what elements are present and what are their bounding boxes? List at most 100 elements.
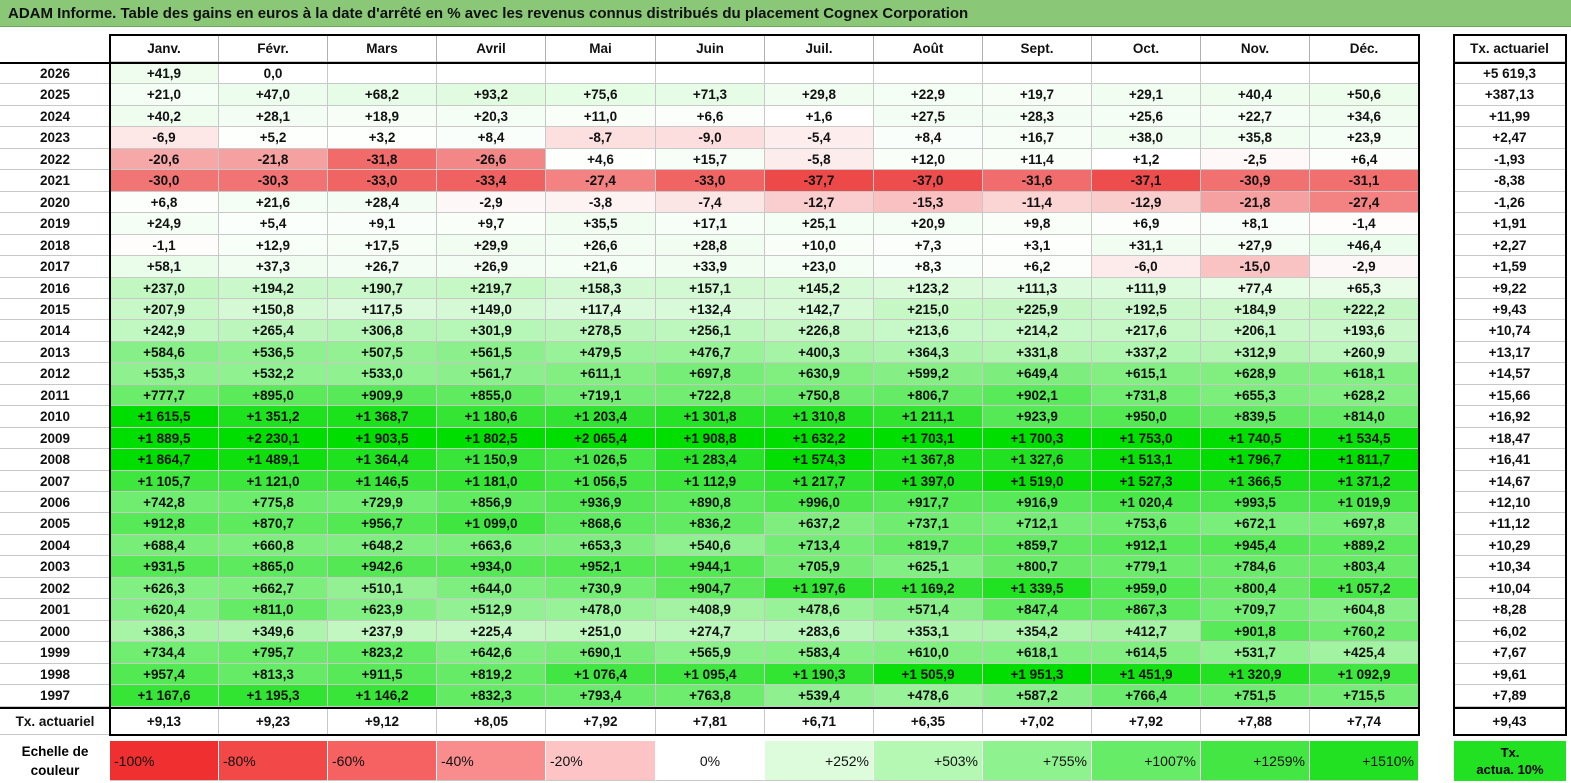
tx-row-cell: +6,35 — [874, 709, 983, 735]
table-cell: +823,2 — [328, 642, 437, 664]
table-cell: +1 574,3 — [765, 449, 874, 471]
table-cell: +28,3 — [983, 106, 1092, 127]
table-cell: +206,1 — [1201, 320, 1310, 342]
table-cell: -15,3 — [874, 192, 983, 213]
table-cell: -30,0 — [110, 170, 219, 192]
table-cell: +6,4 — [1310, 149, 1419, 170]
table-cell: +729,9 — [328, 492, 437, 513]
table-cell: +194,2 — [219, 278, 328, 299]
table-cell: +819,2 — [437, 664, 546, 685]
table-cell: +1 020,4 — [1092, 492, 1201, 513]
table-cell: +68,2 — [328, 84, 437, 106]
table-cell: +38,0 — [1092, 127, 1201, 149]
table-cell: +207,9 — [110, 299, 219, 320]
table-cell: +993,5 — [1201, 492, 1310, 513]
table-cell: +1 146,5 — [328, 471, 437, 492]
tx-legend-swatch: Tx. actua. 10% — [1454, 741, 1566, 781]
table-cell: +75,6 — [546, 84, 656, 106]
year-label: 2010 — [0, 406, 110, 428]
table-cell: +301,9 — [437, 320, 546, 342]
table-cell: +750,8 — [765, 385, 874, 406]
table-cell: +751,5 — [1201, 685, 1310, 707]
table-cell: +1 513,1 — [1092, 449, 1201, 471]
table-cell: +1 310,8 — [765, 406, 874, 428]
table-cell: +1 703,1 — [874, 428, 983, 449]
table-cell: +950,0 — [1092, 406, 1201, 428]
table-cell: +1 451,9 — [1092, 664, 1201, 685]
table-cell: +46,4 — [1310, 235, 1419, 256]
table-cell: +213,6 — [874, 320, 983, 342]
table-cell: +1 366,5 — [1201, 471, 1310, 492]
table-cell: +8,3 — [874, 256, 983, 278]
table-cell: +722,8 — [656, 385, 765, 406]
table-cell: +1 367,8 — [874, 449, 983, 471]
table-cell: +10,0 — [765, 235, 874, 256]
year-label: 2014 — [0, 320, 110, 342]
table-cell: +712,1 — [983, 513, 1092, 535]
table-cell: +610,0 — [874, 642, 983, 664]
table-cell: +1 811,7 — [1310, 449, 1419, 471]
tx-row-cell: +9,23 — [219, 709, 328, 735]
table-cell: +649,4 — [983, 363, 1092, 385]
table-cell: +242,9 — [110, 320, 219, 342]
table-cell: +715,5 — [1310, 685, 1419, 707]
table-cell: +859,7 — [983, 535, 1092, 556]
table-cell: +660,8 — [219, 535, 328, 556]
tx-row-separator — [1454, 707, 1566, 709]
table-cell: +923,9 — [983, 406, 1092, 428]
table-cell: +814,0 — [1310, 406, 1419, 428]
table-cell: +584,6 — [110, 342, 219, 363]
table-cell: -20,6 — [110, 149, 219, 170]
tx-row-total: +9,43 — [1454, 709, 1566, 735]
table-cell: +625,1 — [874, 556, 983, 578]
year-label: 2006 — [0, 492, 110, 513]
table-cell: +1 327,6 — [983, 449, 1092, 471]
table-cell: +1 169,2 — [874, 578, 983, 599]
table-cell: +478,6 — [874, 685, 983, 707]
table-cell: +540,6 — [656, 535, 765, 556]
table-cell: +510,1 — [328, 578, 437, 599]
scale-swatch: +1259% — [1201, 741, 1310, 781]
table-cell: +21,6 — [219, 192, 328, 213]
table-cell: +1 099,0 — [437, 513, 546, 535]
table-cell: +2 230,1 — [219, 428, 328, 449]
table-cell: +507,5 — [328, 342, 437, 363]
table-cell: +1 534,5 — [1310, 428, 1419, 449]
table-cell: +1 181,0 — [437, 471, 546, 492]
table-cell: +479,5 — [546, 342, 656, 363]
table-cell: +855,0 — [437, 385, 546, 406]
table-cell: +734,4 — [110, 642, 219, 664]
table-cell: +1 796,7 — [1201, 449, 1310, 471]
tx-cell: +15,66 — [1454, 385, 1566, 406]
table-cell: +952,1 — [546, 556, 656, 578]
table-cell: +931,5 — [110, 556, 219, 578]
table-cell: +648,2 — [328, 535, 437, 556]
table-cell: +565,9 — [656, 642, 765, 664]
table-cell: +9,1 — [328, 213, 437, 235]
table-cell: +283,6 — [765, 621, 874, 642]
tx-cell: -1,93 — [1454, 149, 1566, 170]
month-header: Sept. — [983, 35, 1092, 62]
table-cell: +35,5 — [546, 213, 656, 235]
tx-row-cell: +8,05 — [437, 709, 546, 735]
table-cell: +157,1 — [656, 278, 765, 299]
year-label: 2001 — [0, 599, 110, 621]
table-cell: +623,9 — [328, 599, 437, 621]
table-cell: +1 195,3 — [219, 685, 328, 707]
table-cell: +17,5 — [328, 235, 437, 256]
table-cell: +278,5 — [546, 320, 656, 342]
year-label: 2022 — [0, 149, 110, 170]
year-label: 2007 — [0, 471, 110, 492]
table-cell: +22,9 — [874, 84, 983, 106]
row-separator — [0, 62, 1420, 64]
tx-cell: +14,67 — [1454, 471, 1566, 492]
tx-cell: +8,28 — [1454, 599, 1566, 621]
month-header: Août — [874, 35, 983, 62]
table-cell: +865,0 — [219, 556, 328, 578]
year-label: 2012 — [0, 363, 110, 385]
tx-cell: +16,92 — [1454, 406, 1566, 428]
year-label: 2016 — [0, 278, 110, 299]
table-cell: +260,9 — [1310, 342, 1419, 363]
table-cell: +34,6 — [1310, 106, 1419, 127]
table-cell: +215,0 — [874, 299, 983, 320]
